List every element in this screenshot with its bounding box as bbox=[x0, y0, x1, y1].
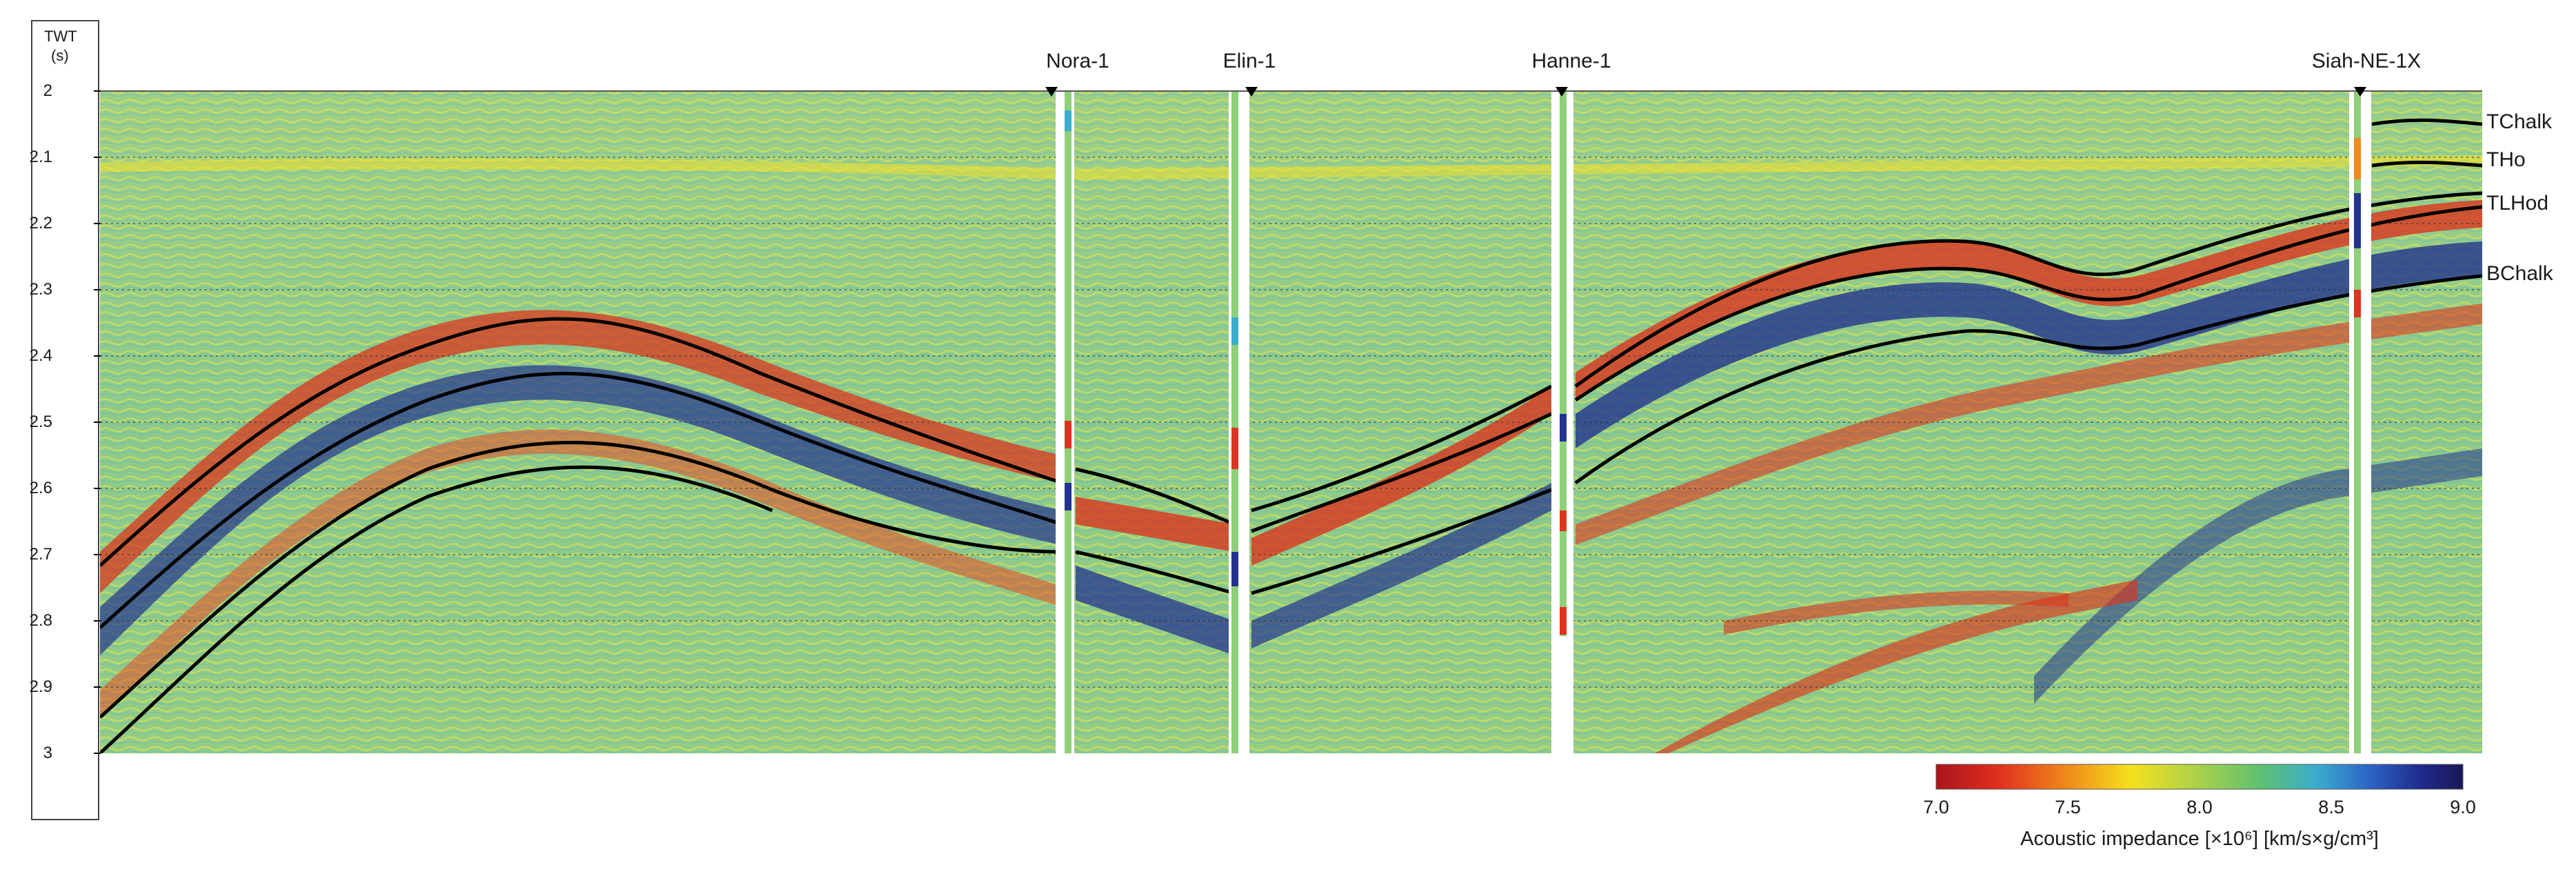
blue-band-right-2 bbox=[2034, 448, 2482, 704]
seismic-panel bbox=[100, 91, 2482, 753]
colorbar bbox=[1935, 764, 2464, 790]
blue-band-left bbox=[100, 365, 1062, 655]
tick-label: 2.1 bbox=[29, 148, 52, 166]
red-band-left-2 bbox=[100, 429, 1062, 717]
red-band-right-4 bbox=[1724, 591, 2069, 635]
tick-label: 2.2 bbox=[29, 214, 52, 232]
red-band-right-3 bbox=[1655, 579, 2137, 753]
tick-label: 2.6 bbox=[29, 479, 52, 497]
tick-label: 2.7 bbox=[29, 545, 52, 564]
horizon-label-tho: THo bbox=[2486, 148, 2526, 171]
axis-frame bbox=[31, 20, 99, 820]
well-label-siah: Siah-NE-1X bbox=[2311, 50, 2422, 72]
well-log-strips bbox=[1065, 91, 2361, 753]
axis-unit: (s) bbox=[51, 47, 69, 64]
tick-label: 3 bbox=[43, 744, 52, 762]
horizon-label-tchalk: TChalk bbox=[2486, 110, 2553, 133]
colorbar-tick: 9.0 bbox=[2450, 797, 2476, 817]
red-band-mid bbox=[1076, 497, 1234, 552]
well-markers bbox=[1045, 87, 2366, 97]
colorbar-tick: 7.5 bbox=[2055, 797, 2081, 817]
tick-label: 2.3 bbox=[29, 280, 52, 299]
blue-band-right bbox=[1576, 241, 2482, 448]
red-band-right bbox=[1576, 200, 2482, 400]
interpreted-horizons bbox=[100, 118, 2482, 753]
colorbar-tick: 8.5 bbox=[2318, 797, 2344, 817]
axis-title: TWT bbox=[44, 28, 77, 45]
yellow-streaks bbox=[100, 155, 2482, 179]
y-axis-ticks bbox=[94, 90, 101, 754]
tick-label: 2.5 bbox=[29, 413, 52, 431]
colorbar-tick: 7.0 bbox=[1923, 797, 1949, 817]
tick-label: 2.4 bbox=[29, 346, 52, 365]
tick-label: 2 bbox=[43, 81, 52, 100]
colorbar-tick: 8.0 bbox=[2186, 797, 2213, 817]
horizon-label-bchalk: BChalk bbox=[2486, 262, 2553, 285]
tick-label: 2.9 bbox=[29, 677, 52, 696]
well-label-hanne: Hanne-1 bbox=[1531, 50, 1611, 72]
blue-band-mid bbox=[1076, 566, 1234, 655]
well-label-nora: Nora-1 bbox=[1046, 50, 1109, 72]
blue-band-mid2 bbox=[1251, 483, 1551, 648]
horizon-label-tlhod: TLHod bbox=[2486, 192, 2549, 215]
colorbar-label: Acoustic impedance [×10⁶] [km/s×g/cm³] bbox=[2020, 828, 2379, 850]
tick-label: 2.8 bbox=[29, 611, 52, 630]
well-label-elin: Elin-1 bbox=[1222, 50, 1276, 72]
red-band-right-2 bbox=[1576, 304, 2482, 545]
